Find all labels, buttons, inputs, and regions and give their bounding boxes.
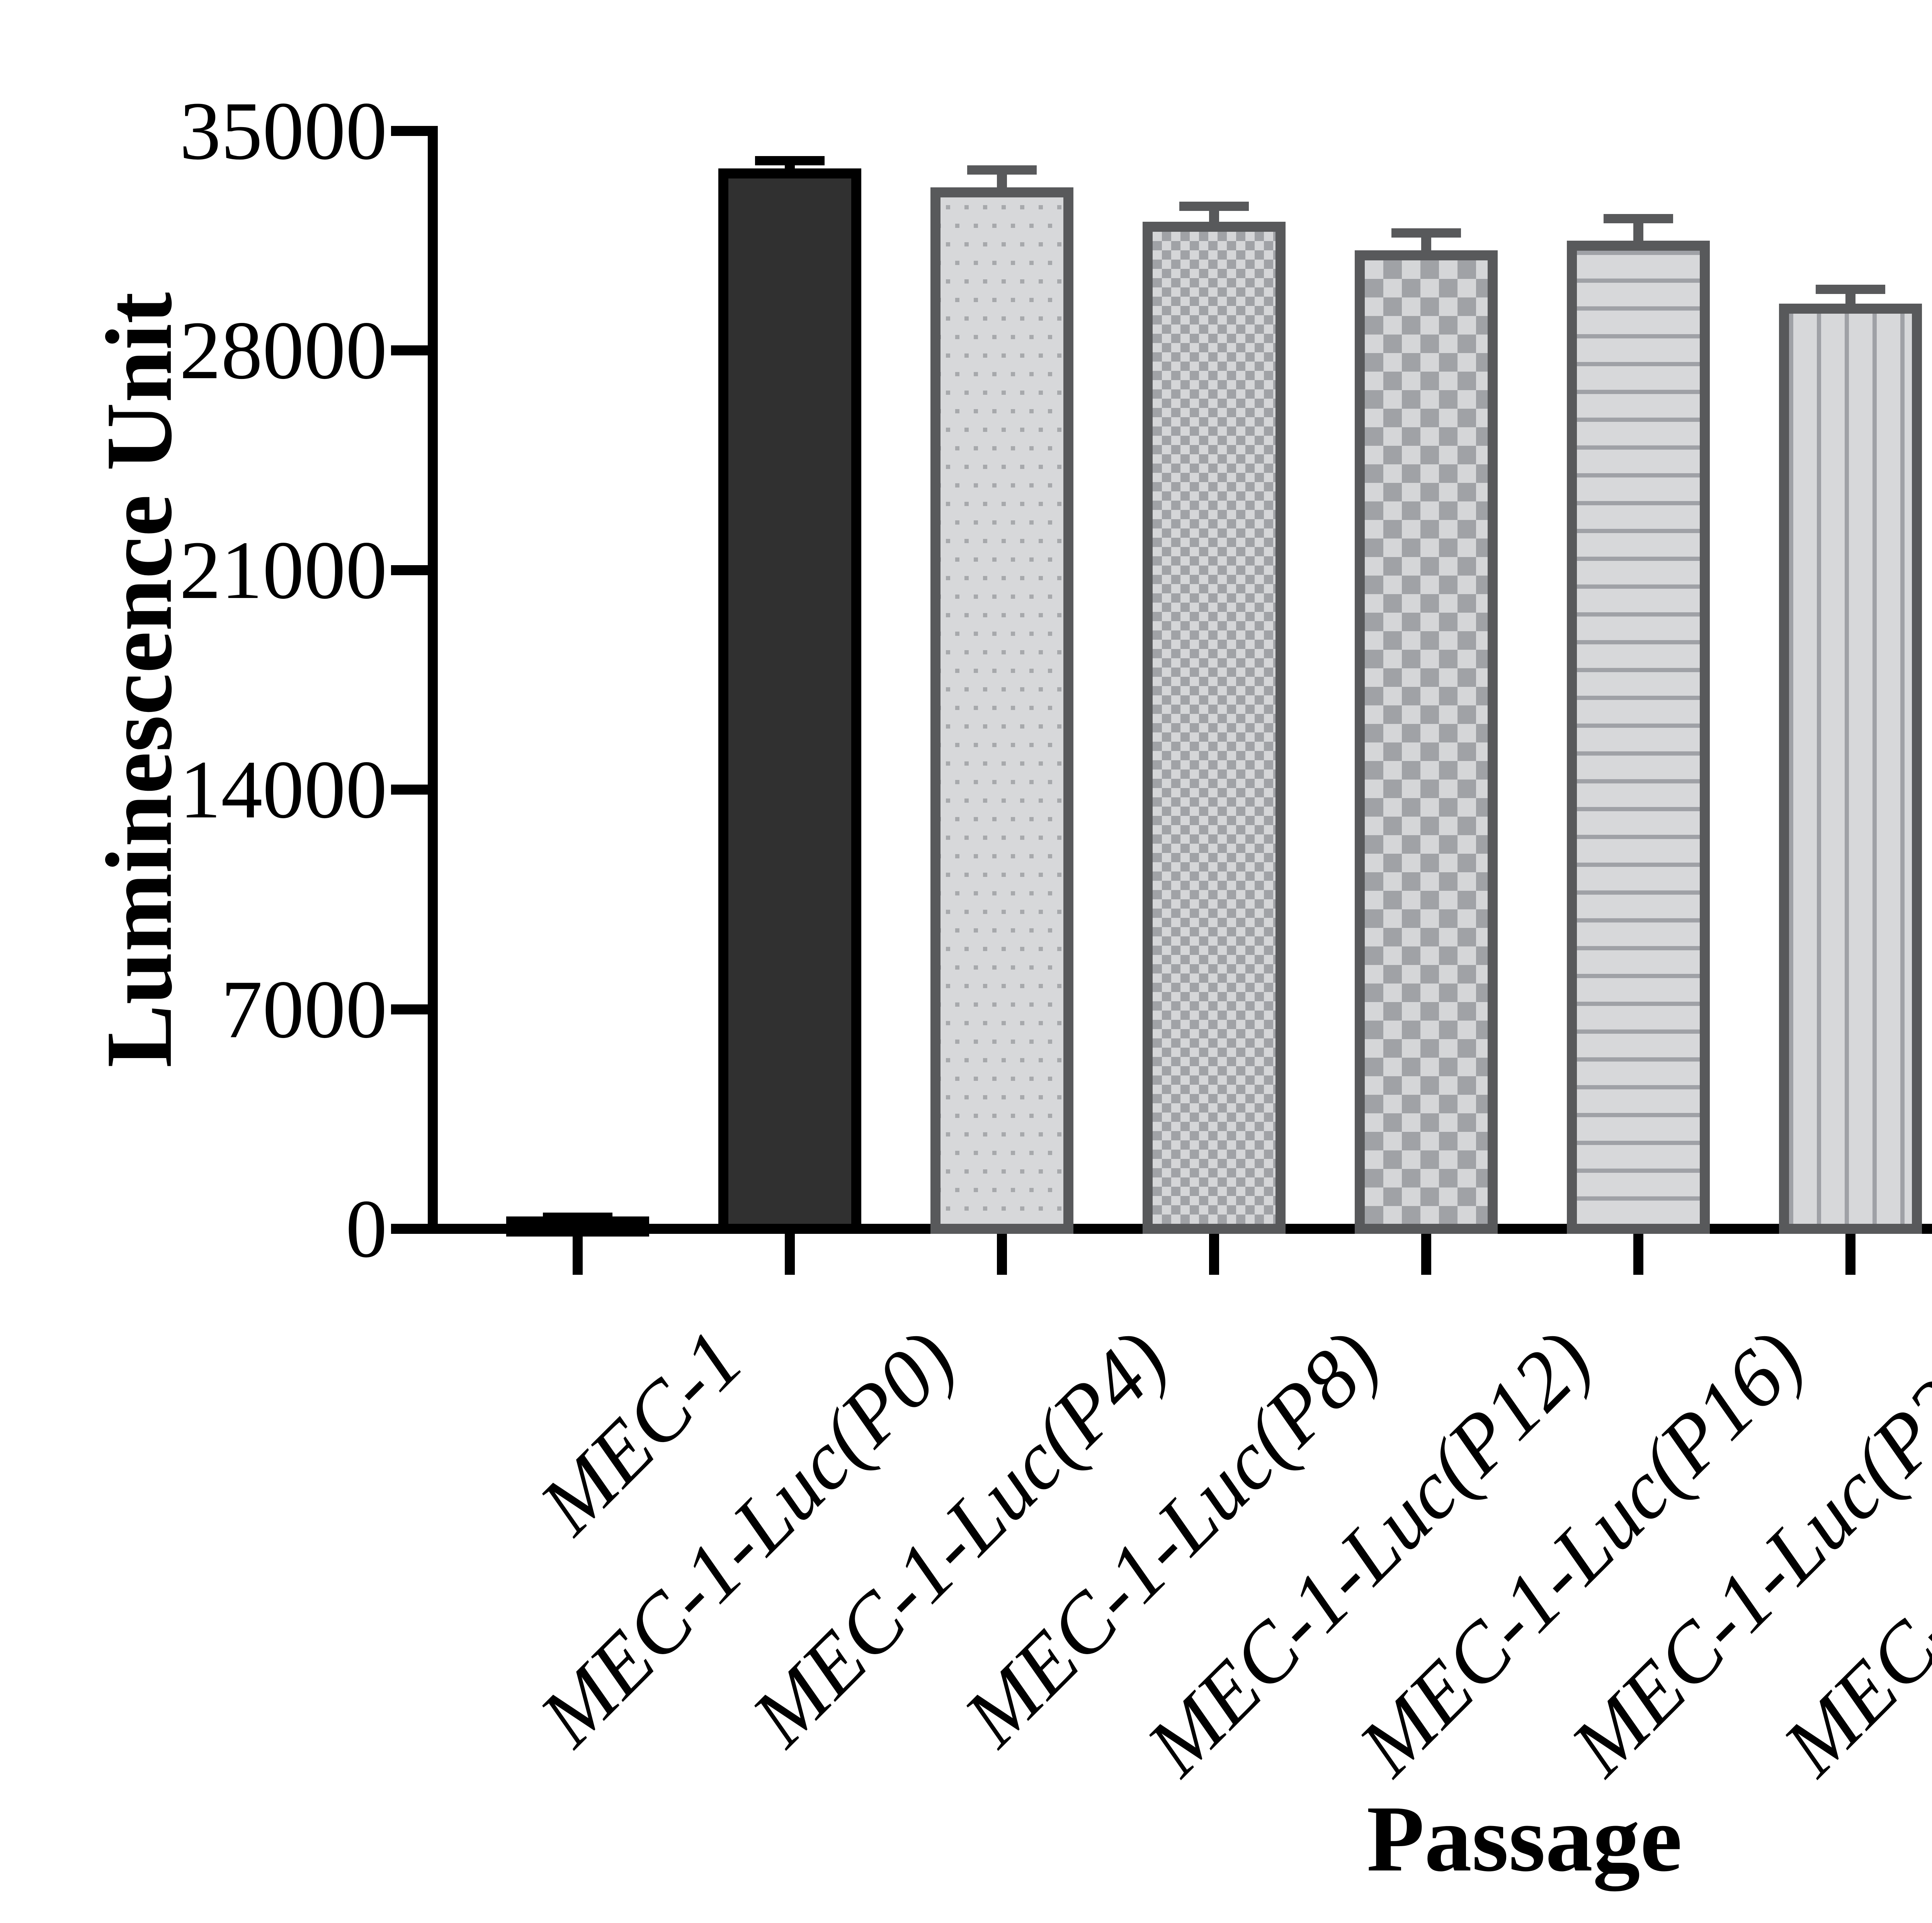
error-bar-cap <box>1816 284 1885 294</box>
error-bar-cap <box>1179 201 1249 211</box>
y-axis-line <box>428 126 438 1234</box>
y-tick <box>391 1224 428 1234</box>
bar <box>1143 222 1286 1234</box>
bar <box>718 168 861 1234</box>
y-axis-title: Luminescence Unit <box>87 292 191 1068</box>
y-tick-label: 28000 <box>179 304 388 397</box>
bar <box>1567 241 1710 1234</box>
error-bar-cap <box>967 165 1037 175</box>
y-tick-label: 7000 <box>221 963 387 1055</box>
bar <box>1779 303 1922 1234</box>
x-axis-title: Passage <box>1366 1786 1682 1891</box>
y-tick <box>391 345 428 356</box>
x-tick <box>785 1234 795 1275</box>
x-tick <box>1845 1234 1855 1275</box>
y-tick-label: 14000 <box>179 743 388 836</box>
y-tick-label: 35000 <box>179 85 388 177</box>
x-tick <box>573 1234 583 1275</box>
bar <box>930 187 1073 1234</box>
error-bar-cap <box>1391 228 1461 238</box>
y-tick-label: 21000 <box>179 523 388 616</box>
bar <box>1355 250 1498 1234</box>
bar <box>506 1216 649 1237</box>
y-tick <box>391 1004 428 1014</box>
error-bar-cap <box>1604 214 1673 224</box>
y-tick-label: 0 <box>345 1182 388 1275</box>
error-bar-cap <box>755 156 825 165</box>
x-tick <box>1633 1234 1643 1275</box>
y-tick <box>391 565 428 575</box>
x-tick <box>1421 1234 1431 1275</box>
y-tick <box>391 126 428 136</box>
x-tick <box>1209 1234 1219 1275</box>
y-tick <box>391 785 428 795</box>
x-tick <box>997 1234 1007 1275</box>
